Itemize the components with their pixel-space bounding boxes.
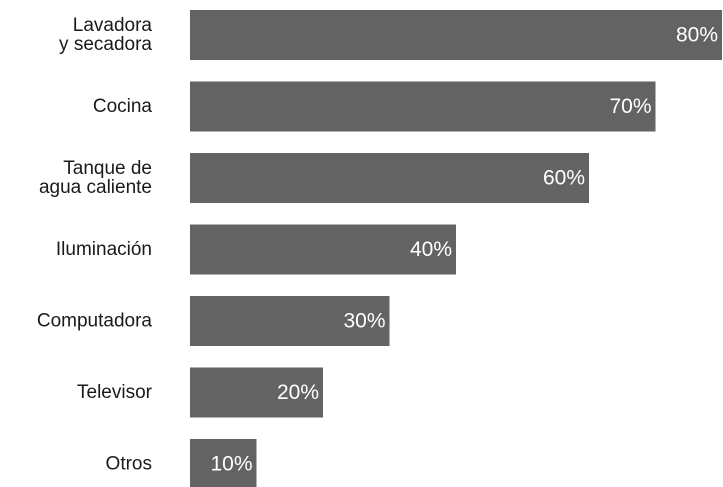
category-label-2-line-0: Tanque de (63, 158, 152, 179)
bar-1 (190, 81, 656, 132)
category-label-0-line-0: Lavadora (73, 15, 153, 36)
bar-5 (190, 367, 323, 418)
category-label-2-line-1: agua caliente (39, 177, 152, 198)
bars-group (190, 10, 722, 487)
category-label-4: Computadora (37, 311, 153, 332)
value-label-2: 60% (543, 167, 585, 190)
value-label-6: 10% (210, 453, 252, 476)
bar-0 (190, 10, 722, 60)
value-labels-group: 80% 70% 60% 40% 30% 20% 10% (210, 24, 718, 476)
value-label-5: 20% (277, 381, 319, 404)
value-label-0: 80% (676, 24, 718, 47)
value-label-3: 40% (410, 238, 452, 261)
bar-4 (190, 296, 390, 346)
bar-6 (190, 439, 257, 487)
bar-3 (190, 224, 456, 275)
category-label-3: Iluminación (56, 239, 152, 260)
value-label-4: 30% (343, 310, 385, 333)
category-label-5: Televisor (77, 382, 153, 403)
value-label-1: 70% (609, 95, 651, 118)
category-label-0-line-1: y secadora (59, 34, 152, 55)
category-label-6: Otros (106, 454, 152, 475)
category-label-1: Cocina (93, 96, 153, 117)
bar-2 (190, 153, 589, 203)
